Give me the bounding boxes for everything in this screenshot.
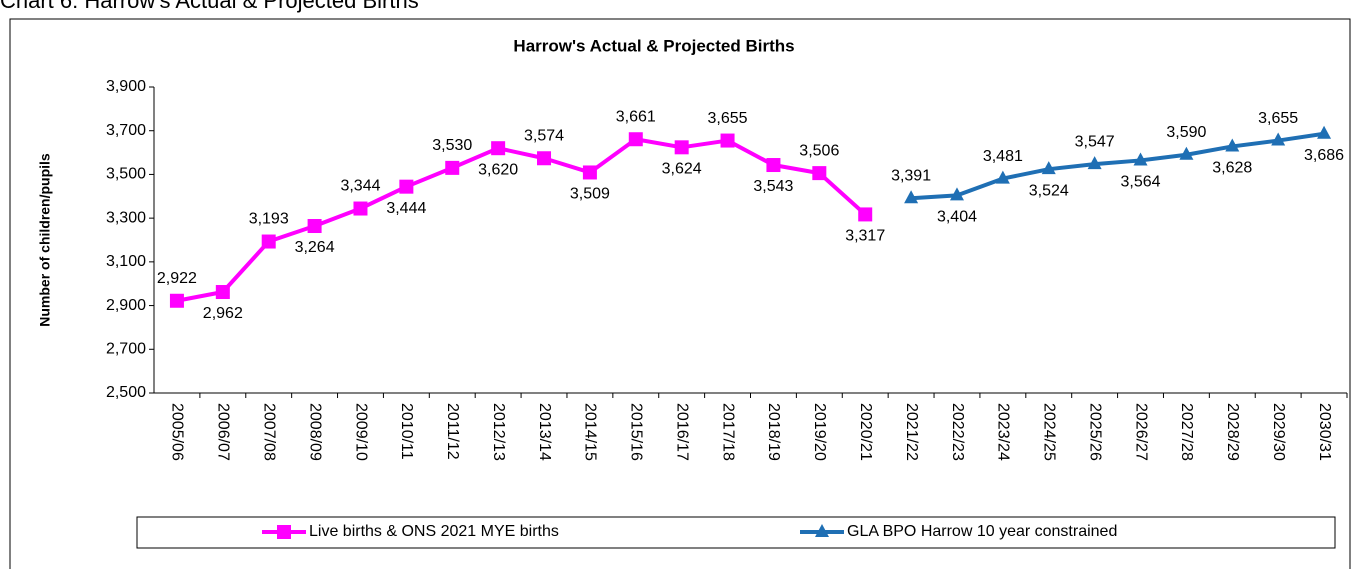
data-label: 3,624 bbox=[662, 161, 702, 178]
marker bbox=[399, 179, 414, 194]
data-label: 3,628 bbox=[1212, 160, 1252, 177]
marker bbox=[353, 201, 368, 216]
legend-box bbox=[136, 516, 1336, 549]
data-label: 3,524 bbox=[1029, 182, 1069, 199]
data-label: 3,481 bbox=[983, 148, 1023, 165]
x-tick-label: 2024/25 bbox=[1041, 403, 1058, 461]
x-tick-label: 2008/09 bbox=[306, 403, 323, 461]
marker bbox=[537, 151, 552, 166]
marker bbox=[445, 160, 460, 175]
x-tick-label: 2020/21 bbox=[857, 403, 874, 461]
x-tick-label: 2013/14 bbox=[536, 403, 553, 461]
x-tick-label: 2022/23 bbox=[949, 403, 966, 461]
x-tick-label: 2014/15 bbox=[582, 403, 599, 461]
marker bbox=[904, 190, 919, 204]
y-tick-label: 3,300 bbox=[106, 209, 146, 226]
data-label: 3,655 bbox=[708, 110, 748, 127]
x-tick-label: 2010/11 bbox=[398, 403, 415, 460]
marker bbox=[582, 165, 597, 180]
y-tick-label: 3,500 bbox=[106, 166, 146, 183]
x-tick-label: 2029/30 bbox=[1270, 403, 1287, 461]
x-tick-label: 2017/18 bbox=[719, 403, 736, 461]
marker bbox=[1087, 156, 1102, 170]
marker bbox=[277, 525, 291, 539]
legend-label: Live births & ONS 2021 MYE births bbox=[309, 523, 559, 540]
marker bbox=[307, 219, 322, 234]
data-label: 2,962 bbox=[203, 305, 243, 322]
x-tick-label: 2011/12 bbox=[444, 403, 461, 460]
series-line bbox=[910, 131, 1325, 201]
chart-frame bbox=[9, 18, 1351, 569]
data-label: 3,686 bbox=[1304, 147, 1344, 164]
data-label: 3,590 bbox=[1166, 124, 1206, 141]
y-axis-label: Number of children/pupils bbox=[37, 153, 53, 327]
data-label: 3,344 bbox=[340, 178, 380, 195]
data-label: 3,391 bbox=[891, 167, 931, 184]
y-tick-label: 3,700 bbox=[106, 122, 146, 139]
marker bbox=[1225, 138, 1240, 152]
data-label: 3,620 bbox=[478, 161, 518, 178]
marker bbox=[261, 234, 276, 249]
data-label: 3,543 bbox=[753, 178, 793, 195]
marker bbox=[1317, 125, 1332, 139]
marker bbox=[1271, 132, 1286, 146]
marker bbox=[628, 132, 643, 147]
marker bbox=[949, 187, 964, 201]
y-tick-label: 2,900 bbox=[106, 297, 146, 314]
x-tick-label: 2021/22 bbox=[903, 403, 920, 461]
marker bbox=[766, 158, 781, 173]
x-tick-label: 2019/20 bbox=[811, 403, 828, 461]
x-tick-label: 2016/17 bbox=[673, 403, 690, 461]
y-tick-label: 3,900 bbox=[106, 78, 146, 95]
x-tick-label: 2027/28 bbox=[1178, 403, 1195, 461]
series-line bbox=[176, 137, 867, 303]
data-label: 3,530 bbox=[432, 137, 472, 154]
data-label: 3,509 bbox=[570, 186, 610, 203]
marker bbox=[995, 170, 1010, 184]
marker bbox=[720, 133, 735, 148]
data-label: 3,193 bbox=[249, 211, 289, 228]
data-label: 3,506 bbox=[799, 142, 839, 159]
marker bbox=[858, 207, 873, 222]
data-label: 3,547 bbox=[1075, 133, 1115, 150]
x-tick-label: 2028/29 bbox=[1224, 403, 1241, 461]
marker bbox=[815, 524, 829, 537]
x-tick-label: 2026/27 bbox=[1132, 403, 1149, 461]
marker bbox=[1133, 152, 1148, 166]
data-label: 3,655 bbox=[1258, 110, 1298, 127]
x-tick-label: 2023/24 bbox=[995, 403, 1012, 461]
x-tick-label: 2005/06 bbox=[169, 403, 186, 461]
x-tick-label: 2025/26 bbox=[1086, 403, 1103, 461]
data-label: 3,661 bbox=[616, 108, 656, 125]
data-label: 3,264 bbox=[295, 239, 335, 256]
marker bbox=[812, 166, 827, 181]
x-tick-label: 2009/10 bbox=[352, 403, 369, 461]
page-heading: Chart 6: Harrow's Actual & Projected Bir… bbox=[0, 0, 419, 13]
marker bbox=[169, 293, 184, 308]
x-tick-label: 2030/31 bbox=[1316, 403, 1333, 461]
data-label: 3,317 bbox=[845, 228, 885, 245]
y-tick-label: 2,500 bbox=[106, 384, 146, 401]
data-label: 3,574 bbox=[524, 127, 564, 144]
data-label: 3,444 bbox=[386, 200, 426, 217]
x-tick-label: 2006/07 bbox=[215, 403, 232, 461]
marker bbox=[1179, 146, 1194, 160]
x-tick-label: 2007/08 bbox=[260, 403, 277, 461]
y-tick-label: 3,100 bbox=[106, 253, 146, 270]
marker bbox=[674, 140, 689, 155]
marker bbox=[491, 141, 506, 156]
x-tick-label: 2012/13 bbox=[490, 403, 507, 461]
x-tick-label: 2015/16 bbox=[628, 403, 645, 461]
y-tick-label: 2,700 bbox=[106, 341, 146, 358]
legend-label: GLA BPO Harrow 10 year constrained bbox=[847, 523, 1117, 540]
marker bbox=[215, 285, 230, 300]
x-tick-label: 2018/19 bbox=[765, 403, 782, 461]
chart-title: Harrow's Actual & Projected Births bbox=[513, 36, 794, 55]
data-label: 3,564 bbox=[1120, 174, 1160, 191]
marker bbox=[1041, 161, 1056, 175]
data-label: 3,404 bbox=[937, 209, 977, 226]
data-label: 2,922 bbox=[157, 270, 197, 287]
